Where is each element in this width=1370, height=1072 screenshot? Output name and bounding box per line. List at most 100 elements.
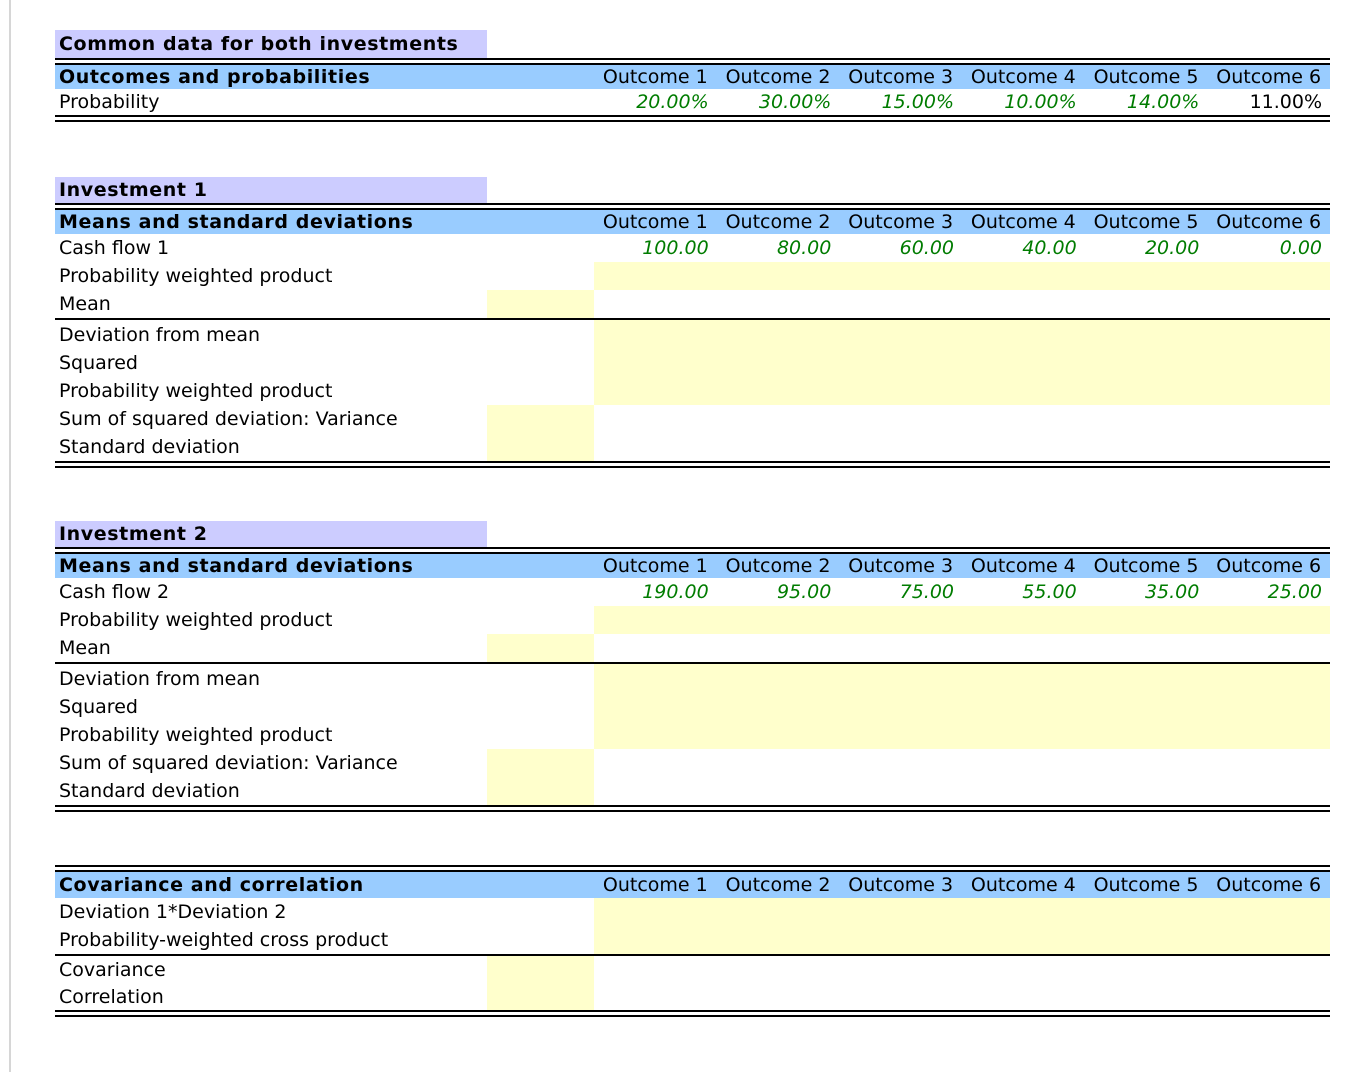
- input-cell-empty[interactable]: [594, 349, 717, 377]
- input-cell-empty[interactable]: [716, 693, 840, 721]
- input-cell-empty[interactable]: [839, 721, 963, 749]
- input-cell-empty[interactable]: [962, 320, 1085, 349]
- input-cell-empty[interactable]: [1207, 377, 1331, 405]
- input-cell-empty[interactable]: [839, 926, 963, 954]
- input-cell-empty[interactable]: [1084, 721, 1208, 749]
- input-cell-std-2[interactable]: [487, 777, 594, 805]
- input-cell-empty[interactable]: [716, 320, 840, 349]
- input-cell-empty[interactable]: [594, 262, 717, 290]
- input-cell-empty[interactable]: [594, 377, 717, 405]
- input-cell-empty[interactable]: [1084, 664, 1208, 693]
- input-cell-empty[interactable]: [1084, 606, 1208, 634]
- cell-cash-flow-1-3[interactable]: 60.00: [899, 237, 955, 259]
- input-cell-empty[interactable]: [716, 606, 840, 634]
- input-cell-empty[interactable]: [1084, 693, 1208, 721]
- input-cell-empty[interactable]: [594, 693, 717, 721]
- input-cell-variance-1[interactable]: [487, 405, 594, 433]
- input-cell-empty[interactable]: [594, 721, 717, 749]
- cell-probability-1[interactable]: 20.00%: [636, 91, 709, 113]
- input-cell-empty[interactable]: [839, 606, 963, 634]
- input-cell-empty[interactable]: [839, 262, 963, 290]
- input-cell-empty[interactable]: [1207, 606, 1331, 634]
- cell-probability-4[interactable]: 10.00%: [1004, 91, 1077, 113]
- cell-cash-flow-2-3[interactable]: 75.00: [899, 581, 955, 603]
- input-cell-empty[interactable]: [1084, 898, 1208, 926]
- empty-cell: [594, 749, 717, 777]
- input-cell-empty[interactable]: [839, 320, 963, 349]
- row-label-correlation: Correlation: [59, 986, 164, 1008]
- input-cell-empty[interactable]: [962, 606, 1085, 634]
- input-cell-empty[interactable]: [1207, 926, 1331, 954]
- input-cell-empty[interactable]: [716, 349, 840, 377]
- cell-cash-flow-2-1[interactable]: 190.00: [642, 581, 709, 603]
- input-cell-empty[interactable]: [1207, 320, 1331, 349]
- input-cell-empty[interactable]: [839, 664, 963, 693]
- input-cell-empty[interactable]: [716, 262, 840, 290]
- input-cell-empty[interactable]: [594, 606, 717, 634]
- input-cell-empty[interactable]: [594, 898, 717, 926]
- section-title-investment-1: Investment 1: [55, 177, 487, 203]
- input-cell-empty[interactable]: [962, 377, 1085, 405]
- input-cell-empty[interactable]: [716, 898, 840, 926]
- input-cell-empty[interactable]: [962, 693, 1085, 721]
- input-cell-empty[interactable]: [716, 664, 840, 693]
- input-cell-empty[interactable]: [594, 926, 717, 954]
- outcome-header-1: Outcome 1: [602, 66, 708, 88]
- input-cell-empty[interactable]: [716, 721, 840, 749]
- input-cell-empty[interactable]: [1207, 664, 1331, 693]
- input-cell-empty[interactable]: [1084, 377, 1208, 405]
- cell-cash-flow-2-5[interactable]: 35.00: [1144, 581, 1200, 603]
- input-cell-empty[interactable]: [962, 721, 1085, 749]
- input-cell-empty[interactable]: [1207, 693, 1331, 721]
- cell-probability-3[interactable]: 15.00%: [881, 91, 955, 113]
- input-cell-empty[interactable]: [962, 898, 1085, 926]
- spacer-cell: [487, 262, 594, 290]
- input-cell-empty[interactable]: [1207, 262, 1331, 290]
- empty-cell: [1085, 405, 1208, 433]
- input-cell-variance-2[interactable]: [487, 749, 594, 777]
- input-cell-std-1[interactable]: [487, 433, 594, 461]
- input-cell-empty[interactable]: [1207, 721, 1331, 749]
- empty-cell: [1085, 433, 1208, 461]
- cell-cash-flow-2-4[interactable]: 55.00: [1022, 581, 1077, 603]
- cell-cash-flow-1-5[interactable]: 20.00: [1144, 237, 1200, 259]
- input-cell-empty[interactable]: [1207, 898, 1331, 926]
- input-cell-empty[interactable]: [839, 377, 963, 405]
- input-cell-empty[interactable]: [962, 349, 1085, 377]
- cell-cash-flow-2-6[interactable]: 25.00: [1267, 581, 1323, 603]
- cell-cash-flow-1-6[interactable]: 0.00: [1279, 237, 1323, 259]
- cell-probability-2[interactable]: 30.00%: [758, 91, 832, 113]
- input-cell-empty[interactable]: [594, 320, 717, 349]
- empty-cell: [1085, 749, 1208, 777]
- input-cell-empty[interactable]: [962, 926, 1085, 954]
- cell-probability-6[interactable]: 11.00%: [1249, 91, 1323, 113]
- input-cell-empty[interactable]: [594, 664, 717, 693]
- cell-cash-flow-1-2[interactable]: 80.00: [776, 237, 832, 259]
- empty-cell: [839, 749, 962, 777]
- divider-double: [55, 115, 1330, 122]
- input-cell-correlation[interactable]: [487, 984, 594, 1010]
- input-cell-empty[interactable]: [716, 926, 840, 954]
- input-cell-empty[interactable]: [962, 664, 1085, 693]
- input-cell-mean-1[interactable]: [487, 290, 594, 318]
- input-cell-empty[interactable]: [716, 377, 840, 405]
- input-cell-empty[interactable]: [962, 262, 1085, 290]
- input-cell-empty[interactable]: [1084, 349, 1208, 377]
- cell-cash-flow-1-1[interactable]: 100.00: [642, 237, 709, 259]
- input-cell-mean-2[interactable]: [487, 634, 594, 662]
- input-cell-covariance[interactable]: [487, 956, 594, 984]
- input-cell-empty[interactable]: [1084, 320, 1208, 349]
- cell-cash-flow-2-2[interactable]: 95.00: [776, 581, 832, 603]
- input-cell-empty[interactable]: [1084, 926, 1208, 954]
- cell-probability-5[interactable]: 14.00%: [1126, 91, 1200, 113]
- input-cell-empty[interactable]: [839, 693, 963, 721]
- input-cell-empty[interactable]: [839, 898, 963, 926]
- empty-cell: [1207, 433, 1330, 461]
- spacer-cell: [487, 872, 594, 898]
- cell-cash-flow-1-4[interactable]: 40.00: [1022, 237, 1077, 259]
- input-cell-empty[interactable]: [1207, 349, 1331, 377]
- input-cell-empty[interactable]: [839, 349, 963, 377]
- empty-cell: [1207, 634, 1330, 662]
- outcome-header-4: Outcome 4: [970, 211, 1076, 233]
- input-cell-empty[interactable]: [1084, 262, 1208, 290]
